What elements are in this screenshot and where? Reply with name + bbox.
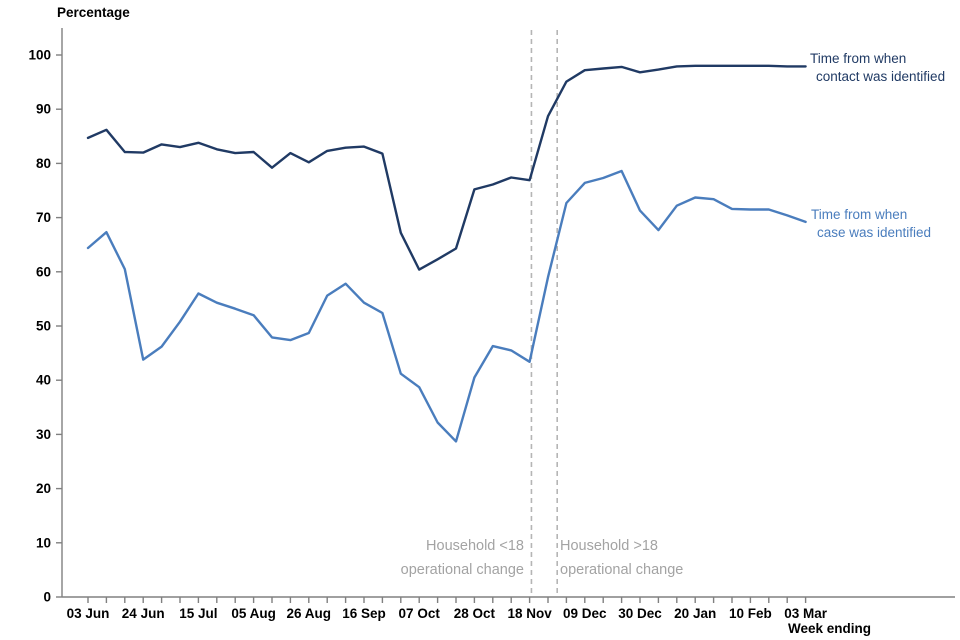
y-axis-title: Percentage [57,5,130,20]
y-tick-label: 100 [28,48,51,63]
annotation-household-over18-line1: Household >18 [560,538,658,554]
series-line-contact-identified [86,64,807,271]
legend-contact-line1: Time from when [810,51,906,66]
x-tick-label: 15 Jul [179,606,217,621]
x-tick-label: 05 Aug [231,606,276,621]
x-tick-label: 28 Oct [454,606,496,621]
y-tick-label: 30 [36,427,51,442]
x-tick-label: 16 Sep [342,606,386,621]
x-tick-label: 30 Dec [618,606,662,621]
y-tick-label: 80 [36,156,51,171]
annotation-household-over18-line2: operational change [560,562,683,578]
y-tick-label: 70 [36,210,51,225]
x-tick-label: 24 Jun [122,606,165,621]
x-tick-label: 10 Feb [729,606,772,621]
annotation-household-under18-line2: operational change [401,562,524,578]
x-tick-label: 20 Jan [674,606,716,621]
x-axis-title: Week ending [788,621,871,636]
y-tick-label: 20 [36,481,51,496]
chart-generated-layer: 0 10 20 30 40 50 60 70 80 90 100 03 Jun 24 Jun 15 Jul… [28,28,955,621]
x-tick-label: 09 Dec [563,606,607,621]
annotation-household-under18-line1: Household <18 [426,538,524,554]
x-tick-label: 26 Aug [287,606,332,621]
legend-case-line1: Time from when [811,207,907,222]
legend-case-line2: case was identified [817,225,931,240]
y-tick-label: 90 [36,102,51,117]
x-tick-label: 18 Nov [507,606,552,621]
y-tick-label: 0 [43,590,51,605]
series-line-case-identified [86,169,807,443]
x-tick-label: 03 Mar [784,606,828,621]
y-tick-label: 10 [36,535,51,550]
y-tick-label: 40 [36,373,51,388]
y-tick-label: 60 [36,264,51,279]
x-tick-label: 03 Jun [67,606,110,621]
x-tick-label: 07 Oct [399,606,441,621]
legend-contact-line2: contact was identified [816,69,945,84]
y-tick-label: 50 [36,319,51,334]
